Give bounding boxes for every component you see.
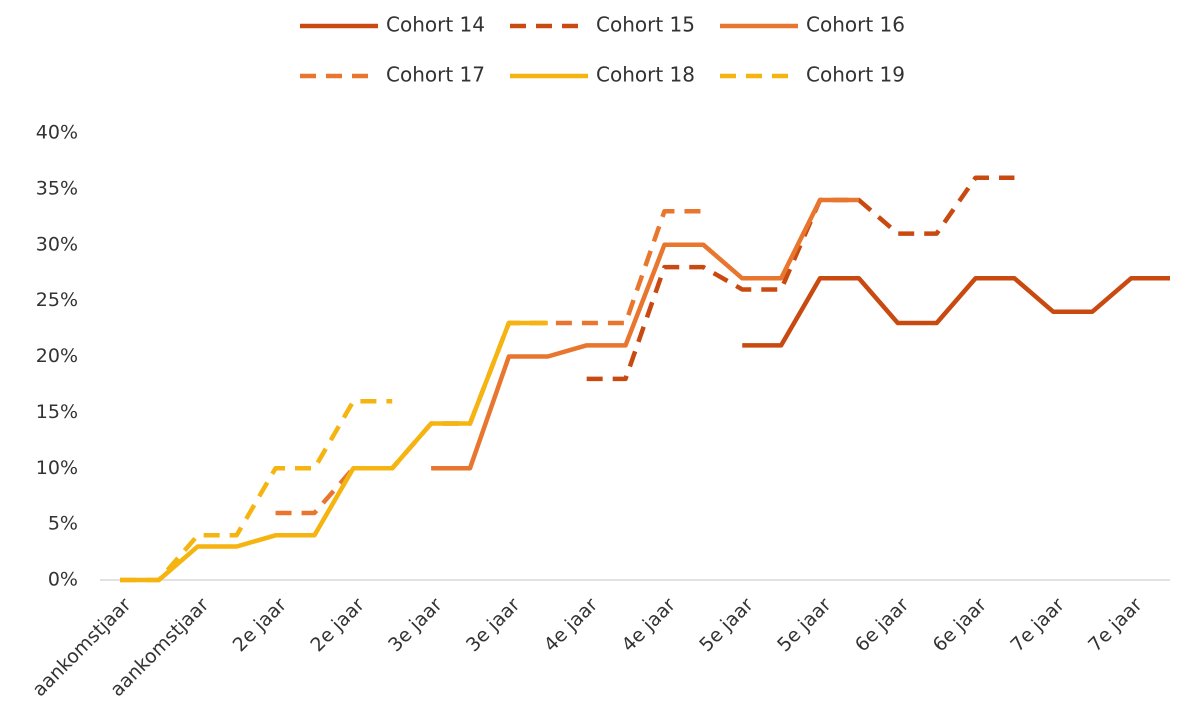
- series-line: [742, 276, 1170, 348]
- legend-label: Cohort 15: [596, 13, 695, 37]
- legend-label: Cohort 14: [386, 13, 485, 37]
- x-tick-label: 7e jaar: [1084, 594, 1146, 656]
- y-tick-label: 40%: [36, 122, 78, 144]
- series-line: [120, 320, 548, 583]
- y-tick-label: 30%: [36, 233, 78, 255]
- y-tick-label: 20%: [36, 345, 78, 367]
- y-tick-label: 0%: [48, 569, 78, 591]
- x-tick-label: 6e jaar: [851, 594, 913, 656]
- series-line: [431, 197, 859, 471]
- x-tick-label: 4e jaar: [540, 594, 602, 656]
- x-tick-label: 7e jaar: [1006, 594, 1068, 656]
- series-line: [586, 175, 1015, 382]
- x-tick-label: 5e jaar: [773, 594, 835, 656]
- x-tick-label: 2e jaar: [229, 594, 291, 656]
- x-tick-label: 6e jaar: [929, 594, 991, 656]
- y-tick-label: 15%: [36, 401, 78, 423]
- x-tick-label: 3e jaar: [384, 594, 446, 656]
- y-tick-label: 10%: [36, 457, 78, 479]
- legend-label: Cohort 16: [806, 13, 905, 37]
- series-line: [275, 208, 704, 516]
- y-tick-label: 5%: [48, 513, 78, 535]
- x-tick-label: 3e jaar: [462, 594, 524, 656]
- x-tick-label: 2e jaar: [306, 594, 368, 656]
- y-tick-label: 35%: [36, 177, 78, 199]
- x-tick-label: 5e jaar: [695, 594, 757, 656]
- legend-label: Cohort 19: [806, 63, 905, 87]
- y-tick-label: 25%: [36, 289, 78, 311]
- series-line: [120, 398, 393, 583]
- x-tick-label: 4e jaar: [618, 594, 680, 656]
- legend-label: Cohort 17: [386, 63, 485, 87]
- legend-label: Cohort 18: [596, 63, 695, 87]
